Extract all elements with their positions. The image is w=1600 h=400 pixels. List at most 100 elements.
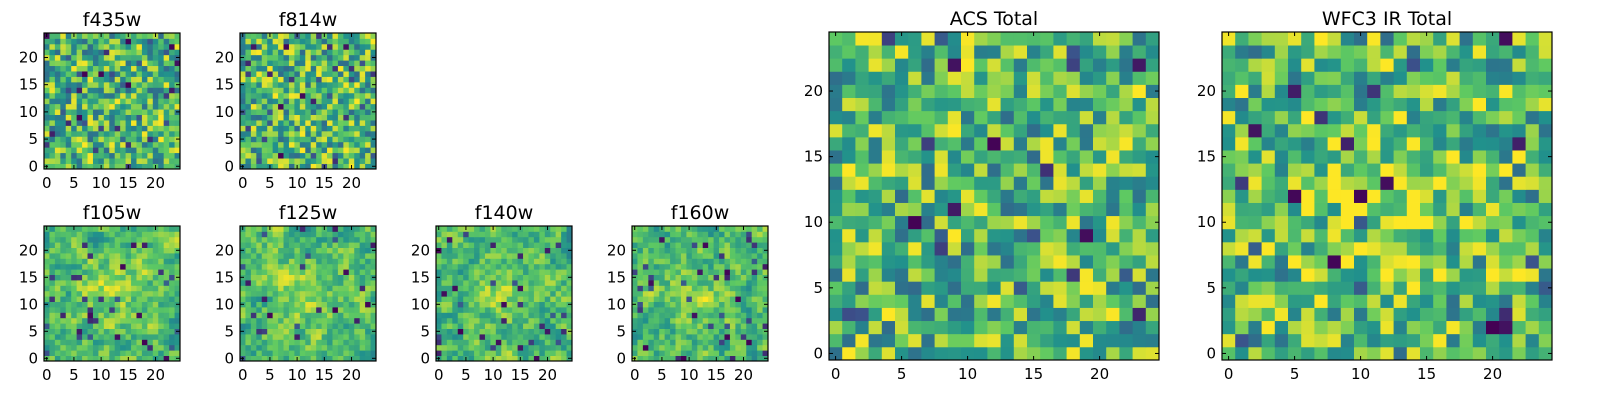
heatmap-cell: [528, 263, 535, 270]
heatmap-cell: [141, 54, 148, 61]
heatmap-cell: [881, 71, 896, 85]
heatmap-cell: [468, 258, 475, 265]
heatmap-cell: [1327, 281, 1342, 295]
heatmap-cell: [272, 92, 279, 99]
heatmap-cell: [245, 87, 252, 94]
heatmap-cell: [92, 81, 99, 88]
heatmap-cell: [1327, 228, 1342, 243]
heatmap-cell: [250, 317, 257, 324]
heatmap-cell: [49, 98, 56, 105]
heatmap-cell: [642, 258, 649, 265]
heatmap-cell: [457, 226, 464, 232]
heatmap-cell: [1446, 202, 1460, 217]
heatmap-cell: [1235, 268, 1249, 282]
heatmap-cell: [92, 141, 99, 148]
heatmap-cell: [1274, 202, 1289, 217]
heatmap-cell: [468, 307, 475, 313]
heatmap-cell: [283, 54, 290, 61]
heatmap-cell: [141, 296, 148, 302]
heatmap-cell: [1380, 346, 1394, 361]
heatmap-cell: [76, 236, 83, 243]
heatmap-cell: [256, 226, 263, 232]
heatmap-cell: [1393, 307, 1408, 322]
heatmap-cell: [1433, 320, 1447, 335]
heatmap-cell: [316, 163, 322, 170]
heatmap-cell: [152, 43, 159, 50]
heatmap-cell: [544, 301, 551, 308]
heatmap-cell: [87, 312, 94, 319]
heatmap-cell: [517, 236, 524, 243]
heatmap-cell: [256, 263, 263, 270]
heatmap-cell: [1000, 294, 1015, 308]
heatmap-cell: [98, 141, 105, 148]
heatmap-cell: [169, 163, 175, 170]
heatmap-cell: [316, 158, 322, 164]
heatmap-cell: [114, 125, 121, 132]
heatmap-cell: [961, 189, 975, 203]
heatmap-cell: [49, 136, 56, 143]
heatmap-cell: [490, 339, 497, 346]
heatmap-cell: [829, 45, 843, 59]
heatmap-cell: [158, 307, 165, 313]
y-tick-label: 5: [28, 322, 38, 340]
heatmap-cell: [921, 202, 935, 217]
heatmap-cell: [1013, 202, 1028, 217]
heatmap-cell: [44, 76, 50, 83]
heatmap-cell: [468, 350, 475, 356]
heatmap-cell: [921, 228, 935, 243]
heatmap-cell: [1288, 228, 1302, 243]
heatmap-cell: [648, 285, 655, 292]
heatmap-cell: [261, 60, 268, 67]
heatmap-cell: [934, 241, 949, 256]
heatmap-cell: [321, 274, 328, 281]
heatmap-cell: [735, 301, 742, 308]
heatmap-cell: [76, 76, 83, 83]
heatmap-cell: [288, 274, 295, 281]
heatmap-cell: [261, 130, 268, 137]
heatmap-cell: [697, 301, 704, 308]
heatmap-cell: [1013, 307, 1028, 322]
heatmap-cell: [1301, 281, 1315, 295]
heatmap-cell: [125, 269, 132, 275]
heatmap-cell: [842, 241, 856, 256]
heatmap-cell: [561, 226, 567, 232]
heatmap-cell: [1525, 294, 1540, 308]
heatmap-cell: [648, 296, 655, 302]
heatmap-cell: [152, 307, 159, 313]
heatmap-cell: [288, 328, 295, 335]
heatmap-cell: [44, 236, 50, 243]
heatmap-cell: [468, 339, 475, 346]
heatmap-cell: [272, 65, 279, 72]
heatmap-cell: [708, 231, 714, 238]
heatmap-cell: [1459, 215, 1474, 230]
heatmap-cell: [713, 339, 720, 346]
heatmap-cell: [76, 87, 83, 94]
heatmap-cell: [60, 339, 67, 346]
heatmap-cell: [708, 274, 714, 281]
heatmap-cell: [54, 163, 61, 170]
heatmap-cell: [327, 350, 333, 356]
heatmap-cell: [1261, 268, 1276, 282]
heatmap-cell: [653, 328, 660, 335]
heatmap-cell: [163, 114, 170, 121]
heatmap-cell: [446, 242, 453, 248]
heatmap-cell: [751, 296, 758, 302]
heatmap-cell: [256, 147, 263, 154]
heatmap-cell: [245, 120, 252, 126]
heatmap-cell: [65, 141, 72, 148]
heatmap-cell: [1053, 58, 1067, 72]
heatmap-cell: [561, 317, 567, 324]
heatmap-cell: [310, 71, 317, 77]
heatmap-cell: [1472, 189, 1487, 203]
heatmap-cell: [539, 312, 546, 319]
heatmap-cell: [729, 339, 736, 346]
heatmap-cell: [103, 253, 110, 259]
heatmap-cell: [648, 258, 655, 265]
heatmap-cell: [1027, 110, 1041, 125]
heatmap-cell: [555, 317, 562, 324]
heatmap-cell: [829, 136, 843, 151]
heatmap-cell: [528, 242, 535, 248]
heatmap-cell: [1288, 268, 1302, 282]
heatmap-cell: [561, 231, 567, 238]
heatmap-cell: [299, 65, 306, 72]
